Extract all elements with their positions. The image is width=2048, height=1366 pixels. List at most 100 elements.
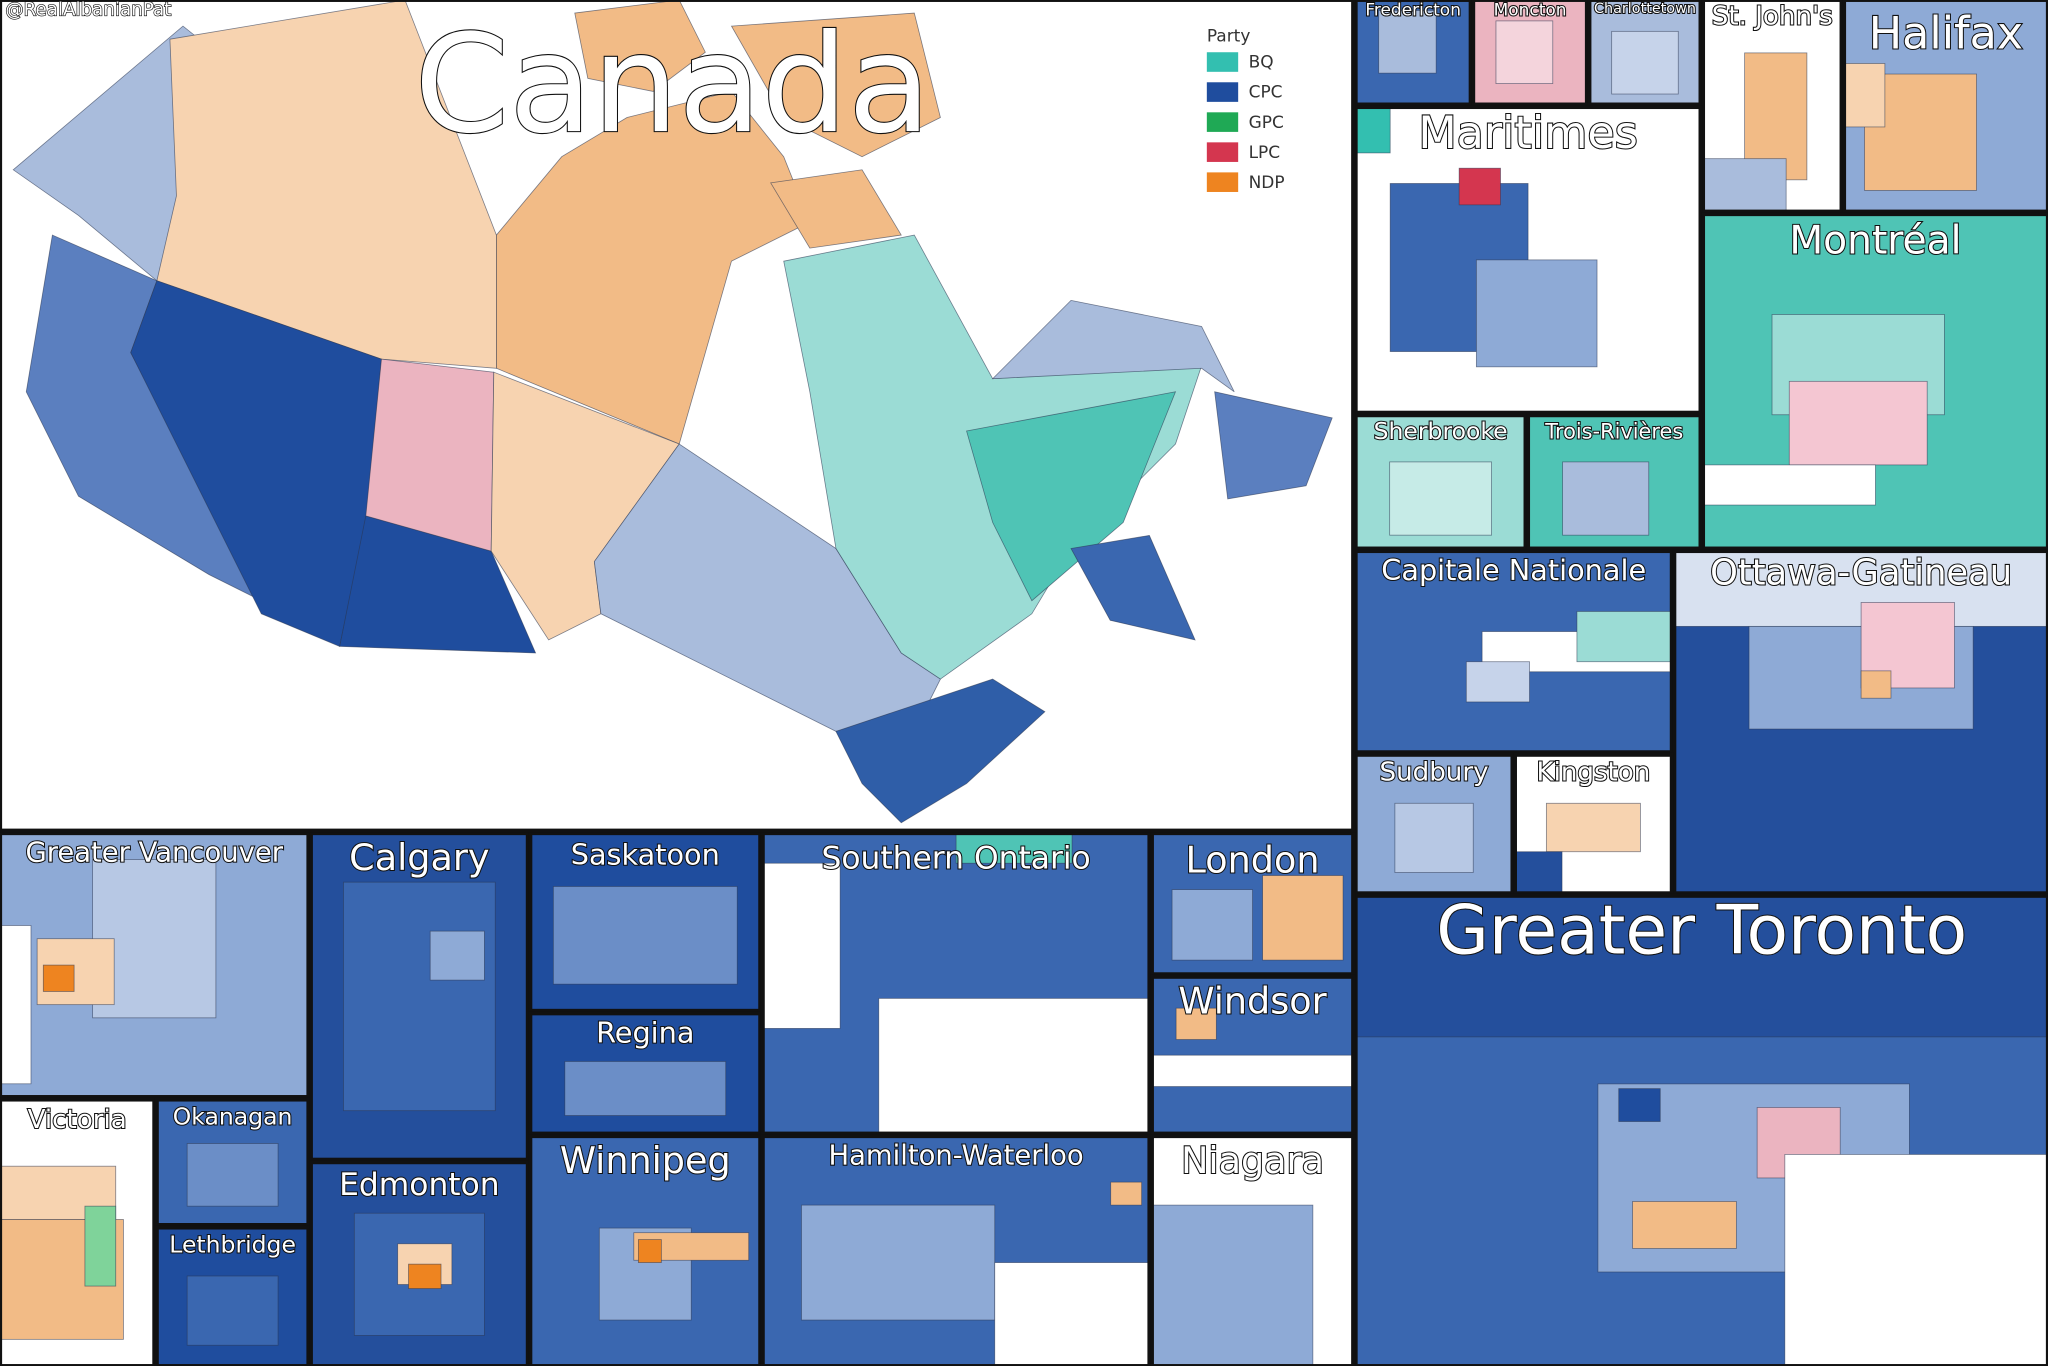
region [1171,889,1253,961]
region [1465,661,1530,703]
region [552,886,738,985]
frame [1150,831,1356,977]
region [1070,534,1196,641]
frame [0,0,1356,833]
region [1355,106,1391,154]
region [343,881,496,1112]
legend: Party BQ CPC GPC LPC NDP [1206,27,1285,193]
legend-label: GPC [1249,113,1284,133]
legend-swatch [1206,172,1239,192]
frame [154,1097,311,1227]
region [1110,1181,1143,1206]
region [1214,391,1333,500]
region [1514,851,1563,894]
region [1355,895,2048,1038]
frame [1353,752,1515,896]
panel-title: St. John's [1712,1,1833,31]
region [408,1263,442,1289]
legend-swatch [1206,112,1239,132]
region [186,1143,279,1207]
panel-title: Capitale Nationale [1381,553,1646,587]
region [1611,30,1679,95]
panel-title: Calgary [349,836,489,879]
panel-title: Charlottetown [1594,1,1696,17]
region [429,930,485,981]
region [637,1239,662,1263]
region [1262,875,1344,961]
frame [309,1160,530,1366]
legend-label: CPC [1249,83,1283,103]
panel-title: London [1186,838,1320,881]
frame [1353,0,1473,107]
panel-title: Niagara [1181,1139,1324,1182]
panel-title: Greater Vancouver [26,838,284,869]
region [1389,461,1492,536]
region [1458,167,1501,206]
region [1151,1204,1314,1366]
region [574,0,706,92]
region [801,1204,996,1321]
region [1702,158,1787,212]
frame [528,1011,763,1136]
frame [1150,1134,1356,1366]
region [1394,802,1474,873]
legend-swatch [1206,52,1239,72]
frame [1701,0,1844,214]
region [878,997,1150,1134]
region [564,1061,727,1116]
canada-map [12,0,1333,824]
region [730,12,941,158]
panel-title: Southern Ontario [821,840,1090,876]
region [156,0,497,369]
region [835,678,1046,824]
region [966,391,1177,602]
frame [528,831,763,1013]
region [1562,461,1650,536]
legend-swatch [1206,82,1239,102]
credit: @RealAlbanianPat [5,0,171,21]
legend-swatch [1206,142,1239,162]
panel-title: Okanagan [173,1102,293,1130]
legend-label: NDP [1249,173,1285,193]
region [1702,464,1876,506]
region [994,1262,1150,1366]
legend-label: BQ [1249,53,1274,73]
region [84,1205,117,1287]
frame [1526,413,1703,551]
panel-title: Trois-Rivières [1544,419,1683,443]
panel-title: Greater Toronto [1436,892,1967,971]
panel-title: Montréal [1789,218,1961,263]
panel-title: Hamilton-Waterloo [829,1141,1084,1172]
region [1175,1007,1217,1040]
region [1495,20,1554,84]
panel-title: Kingston [1536,758,1650,788]
panel-title: Winnipeg [560,1139,731,1182]
map-title: Canada [414,6,931,164]
region [1475,259,1598,368]
panel-title: Halifax [1869,9,2023,60]
legend-label: LPC [1249,143,1281,163]
frame [1513,752,1674,896]
frame [1353,549,1674,755]
frame [528,1134,763,1366]
panel-title: Victoria [28,1105,127,1135]
panel-title: Saskatoon [571,838,720,872]
region [1788,380,1928,466]
panel-title: Sherbrooke [1374,417,1508,445]
legend-title: Party [1207,27,1251,47]
region [770,169,902,249]
panel-title: Sudbury [1380,758,1489,788]
frame [1353,105,1703,415]
region [1151,1054,1354,1087]
frame [760,1134,1152,1366]
panel-title: Fredericton [1365,0,1461,20]
panel-title: Edmonton [339,1167,500,1203]
region [762,862,841,1029]
region [1618,1088,1661,1122]
region [1860,670,1892,699]
region [1784,1154,2048,1366]
frame [1150,974,1356,1136]
panel-title: Regina [596,1015,694,1049]
